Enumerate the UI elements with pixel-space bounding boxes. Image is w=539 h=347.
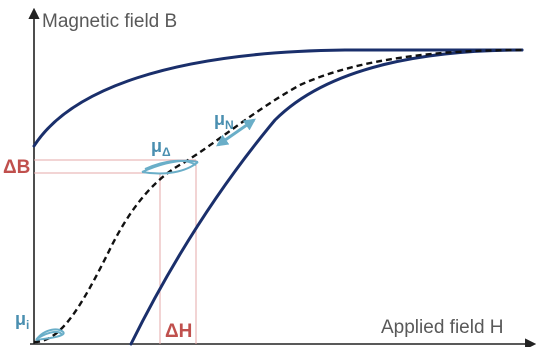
y-axis-label: Magnetic field B: [42, 11, 177, 32]
delta-h-label: ΔH: [165, 321, 192, 342]
x-axis-label: Applied field H: [381, 317, 504, 338]
hysteresis-upper-branch: [32, 48, 524, 148]
mu-normal-arrow: [216, 118, 256, 147]
delta-b-label: ΔB: [3, 157, 30, 178]
mu-normal-sub: N: [225, 118, 234, 132]
mu-normal-base: μ: [214, 109, 225, 129]
hysteresis-lower-branch: [129, 48, 524, 346]
mu-initial-sub: i: [26, 318, 29, 332]
initial-magnetization-curve: [33, 48, 523, 344]
mu-delta-sub: Δ: [162, 145, 171, 159]
delta-guide-lines: [34, 159, 197, 344]
mu-delta-base: μ: [151, 136, 162, 156]
mu-delta-minor-loop: [141, 159, 199, 175]
mu-delta-label: μΔ: [151, 136, 171, 159]
mu-normal-label: μN: [214, 109, 234, 132]
mu-initial-base: μ: [15, 309, 26, 329]
mu-initial-label: μi: [15, 309, 29, 332]
mu-initial-loop: [35, 328, 65, 341]
